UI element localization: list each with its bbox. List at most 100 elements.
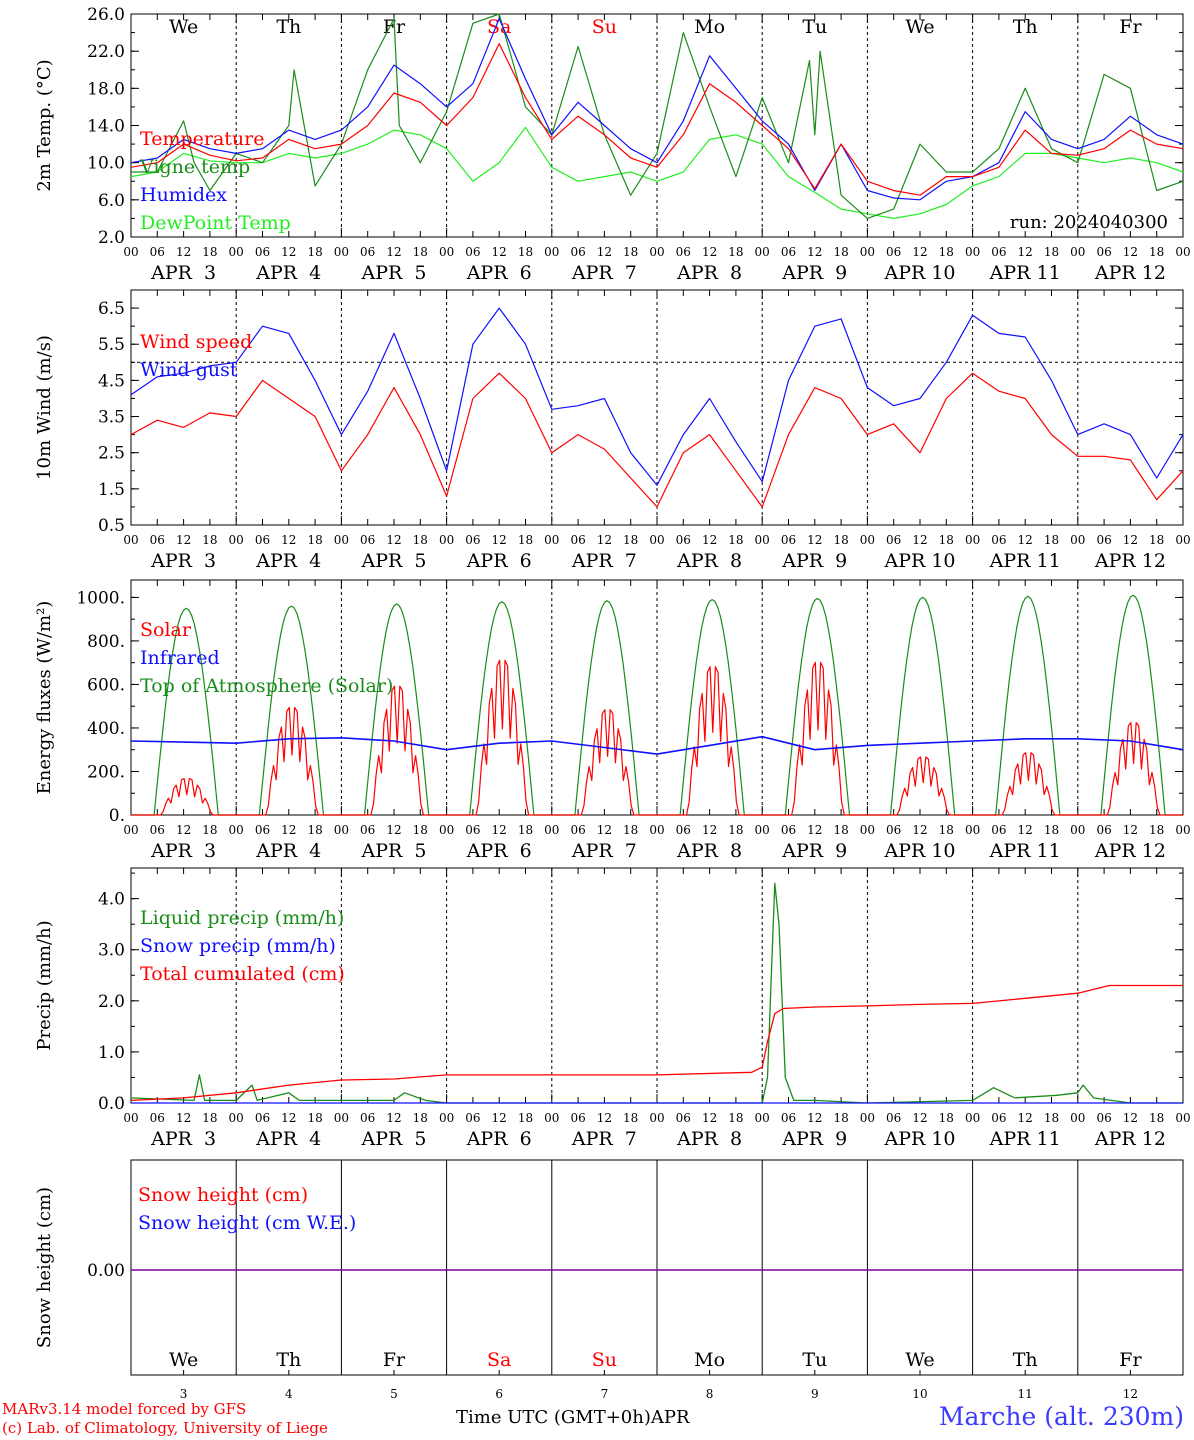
panel-3: 1000. 800. 600. 400. 200. 0. Energy fluxes (W/… xyxy=(34,579,1191,862)
hour-tick-label: 00 xyxy=(1070,245,1085,259)
panel-1: 26.0 22.0 18.0 14.0 10.0 6.0 2.0 2m Temp. (°C) W… xyxy=(34,5,1191,284)
legend-entry: Snow height (cm) xyxy=(138,1184,308,1206)
series-line-solar xyxy=(762,661,868,816)
y-tick-label: 0.5 xyxy=(98,516,125,536)
hour-tick-label: 12 xyxy=(492,533,507,547)
weekday-label: Su xyxy=(592,16,617,38)
date-label: APR 4 xyxy=(255,1128,321,1150)
y-tick-label: 26.0 xyxy=(87,5,125,25)
series-line-wind-gust xyxy=(130,307,1184,486)
hour-tick-label: 06 xyxy=(465,245,480,259)
legend-entry: Solar xyxy=(140,619,192,641)
hour-tick-label: 12 xyxy=(176,823,191,837)
hour-tick-label: 12 xyxy=(176,1111,191,1125)
x-axis-title: Time UTC (GMT+0h)APR xyxy=(456,1407,690,1428)
weekday-label: Tu xyxy=(802,1349,827,1371)
hour-tick-label: 12 xyxy=(597,1111,612,1125)
hour-tick-label: 12 xyxy=(1123,1111,1138,1125)
hour-tick-label: 00 xyxy=(229,533,244,547)
date-label: APR 12 xyxy=(1094,262,1166,284)
hour-tick-label: 00 xyxy=(860,823,875,837)
day-number-label: 8 xyxy=(706,1387,714,1401)
date-label: APR 9 xyxy=(781,262,847,284)
y-tick-label: 2.0 xyxy=(98,992,125,1012)
date-label: APR 11 xyxy=(989,262,1061,284)
weekday-label: We xyxy=(169,16,198,38)
series-line-solar xyxy=(1077,722,1183,816)
date-label: APR 9 xyxy=(781,1128,847,1150)
series-line-top-of-atmosphere-solar xyxy=(446,601,552,816)
legend-entry: Snow height (cm W.E.) xyxy=(138,1212,356,1234)
weekday-label: Sa xyxy=(487,1349,511,1371)
date-label: APR 11 xyxy=(989,840,1061,862)
hour-tick-label: 18 xyxy=(307,533,322,547)
hour-tick-label: 06 xyxy=(570,1111,585,1125)
hour-tick-label: 18 xyxy=(1044,245,1059,259)
hour-tick-label: 12 xyxy=(386,533,401,547)
hour-tick-label: 00 xyxy=(439,823,454,837)
series-line-solar xyxy=(551,709,657,816)
hour-tick-label: 18 xyxy=(518,1111,533,1125)
y-tick-label: 2.5 xyxy=(98,444,125,464)
hour-tick-label: 12 xyxy=(912,1111,927,1125)
hour-tick-label: 06 xyxy=(991,823,1006,837)
hour-tick-label: 06 xyxy=(1096,533,1111,547)
date-label: APR 7 xyxy=(571,262,637,284)
hour-tick-label: 00 xyxy=(439,1111,454,1125)
date-label: APR 9 xyxy=(781,840,847,862)
hour-tick-label: 06 xyxy=(781,533,796,547)
hour-tick-label: 12 xyxy=(386,1111,401,1125)
weekday-label: Tu xyxy=(802,16,827,38)
weekday-label: We xyxy=(169,1349,198,1371)
date-label: APR 6 xyxy=(466,1128,532,1150)
series-line-top-of-atmosphere-solar xyxy=(1077,594,1183,816)
day-number-label: 6 xyxy=(495,1387,503,1401)
hour-tick-label: 06 xyxy=(150,1111,165,1125)
date-label: APR 5 xyxy=(361,262,427,284)
hour-tick-label: 00 xyxy=(544,533,559,547)
y-tick-label: 5.5 xyxy=(98,335,125,355)
hour-tick-label: 00 xyxy=(1070,533,1085,547)
hour-tick-label: 12 xyxy=(1018,1111,1033,1125)
y-tick-label: 1000. xyxy=(76,588,125,608)
y-tick-label: 800. xyxy=(87,632,125,652)
hour-tick-label: 00 xyxy=(123,823,138,837)
hour-tick-label: 12 xyxy=(597,245,612,259)
series-line-top-of-atmosphere-solar xyxy=(236,605,342,816)
hour-tick-label: 00 xyxy=(1070,1111,1085,1125)
y-tick-label: 1.0 xyxy=(98,1043,125,1063)
hour-tick-label: 18 xyxy=(623,245,638,259)
date-label: APR 12 xyxy=(1094,840,1166,862)
date-label: APR 3 xyxy=(150,1128,216,1150)
hour-tick-label: 18 xyxy=(728,245,743,259)
hour-tick-label: 18 xyxy=(833,1111,848,1125)
hour-tick-label: 18 xyxy=(202,245,217,259)
hour-tick-label: 12 xyxy=(1018,533,1033,547)
date-label: APR 8 xyxy=(676,262,742,284)
series-line-top-of-atmosphere-solar xyxy=(762,597,868,816)
weekday-label: We xyxy=(905,1349,934,1371)
hour-tick-label: 00 xyxy=(965,823,980,837)
hour-tick-label: 06 xyxy=(150,245,165,259)
series-line-vigne-temp xyxy=(131,13,1184,219)
date-label: APR 12 xyxy=(1094,1128,1166,1150)
date-label: APR 7 xyxy=(571,840,637,862)
date-label: APR 8 xyxy=(676,550,742,572)
hour-tick-label: 18 xyxy=(413,533,428,547)
hour-tick-label: 06 xyxy=(991,245,1006,259)
series-line-temperature xyxy=(130,43,1184,196)
hour-tick-label: 18 xyxy=(1149,533,1164,547)
date-label: APR 3 xyxy=(150,840,216,862)
series-line-dewpoint-temp xyxy=(130,126,1184,219)
day-number-label: 5 xyxy=(390,1387,398,1401)
legend-entry: Snow precip (mm/h) xyxy=(140,935,336,957)
hour-tick-label: 12 xyxy=(912,245,927,259)
hour-tick-label: 12 xyxy=(702,1111,717,1125)
weekday-label: Fr xyxy=(1119,1349,1142,1371)
legend-entry: DewPoint Temp xyxy=(140,212,291,234)
hour-tick-label: 18 xyxy=(202,823,217,837)
hour-tick-label: 06 xyxy=(360,533,375,547)
date-label: APR 12 xyxy=(1094,550,1166,572)
hour-tick-label: 00 xyxy=(123,1111,138,1125)
hour-tick-label: 12 xyxy=(807,533,822,547)
